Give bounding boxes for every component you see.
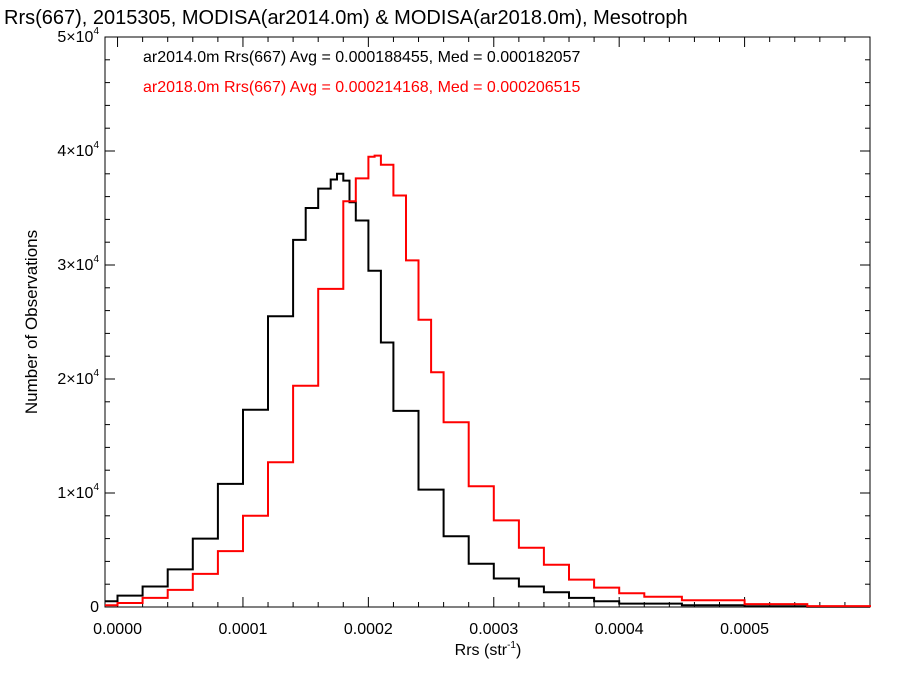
x-tick-label: 0.0002 xyxy=(344,621,393,638)
legend-entry-series-1: ar2014.0m Rrs(667) Avg = 0.000188455, Me… xyxy=(143,49,580,66)
y-tick-label: 3×104 xyxy=(57,254,99,274)
plot-frame xyxy=(104,36,871,608)
series-line-1 xyxy=(105,172,871,608)
series-line-2 xyxy=(105,154,871,608)
legend-entry-series-2: ar2018.0m Rrs(667) Avg = 0.000214168, Me… xyxy=(143,79,580,96)
chart-title: Rrs(667), 2015305, MODISA(ar2014.0m) & M… xyxy=(4,7,688,29)
y-tick-label: 0 xyxy=(90,599,99,616)
x-tick-label: 0.0000 xyxy=(93,621,142,638)
series-layer xyxy=(105,154,871,608)
legend: ar2014.0m Rrs(667) Avg = 0.000188455, Me… xyxy=(143,49,580,96)
y-axis-label: Number of Observations xyxy=(22,230,41,414)
x-axis-label: Rrs (str-1) xyxy=(455,640,522,659)
x-tick-label: 0.0005 xyxy=(720,621,769,638)
x-tick-label: 0.0001 xyxy=(218,621,267,638)
x-tick-label: 0.0004 xyxy=(595,621,644,638)
x-tick-label: 0.0003 xyxy=(469,621,518,638)
y-tick-label: 2×104 xyxy=(57,368,99,388)
y-tick-label: 5×104 xyxy=(57,26,99,46)
y-tick-label: 4×104 xyxy=(57,140,99,160)
y-tick-label: 1×104 xyxy=(57,482,99,502)
y-axis: 0 1×104 2×104 3×104 4×104 5×104 xyxy=(57,26,870,616)
